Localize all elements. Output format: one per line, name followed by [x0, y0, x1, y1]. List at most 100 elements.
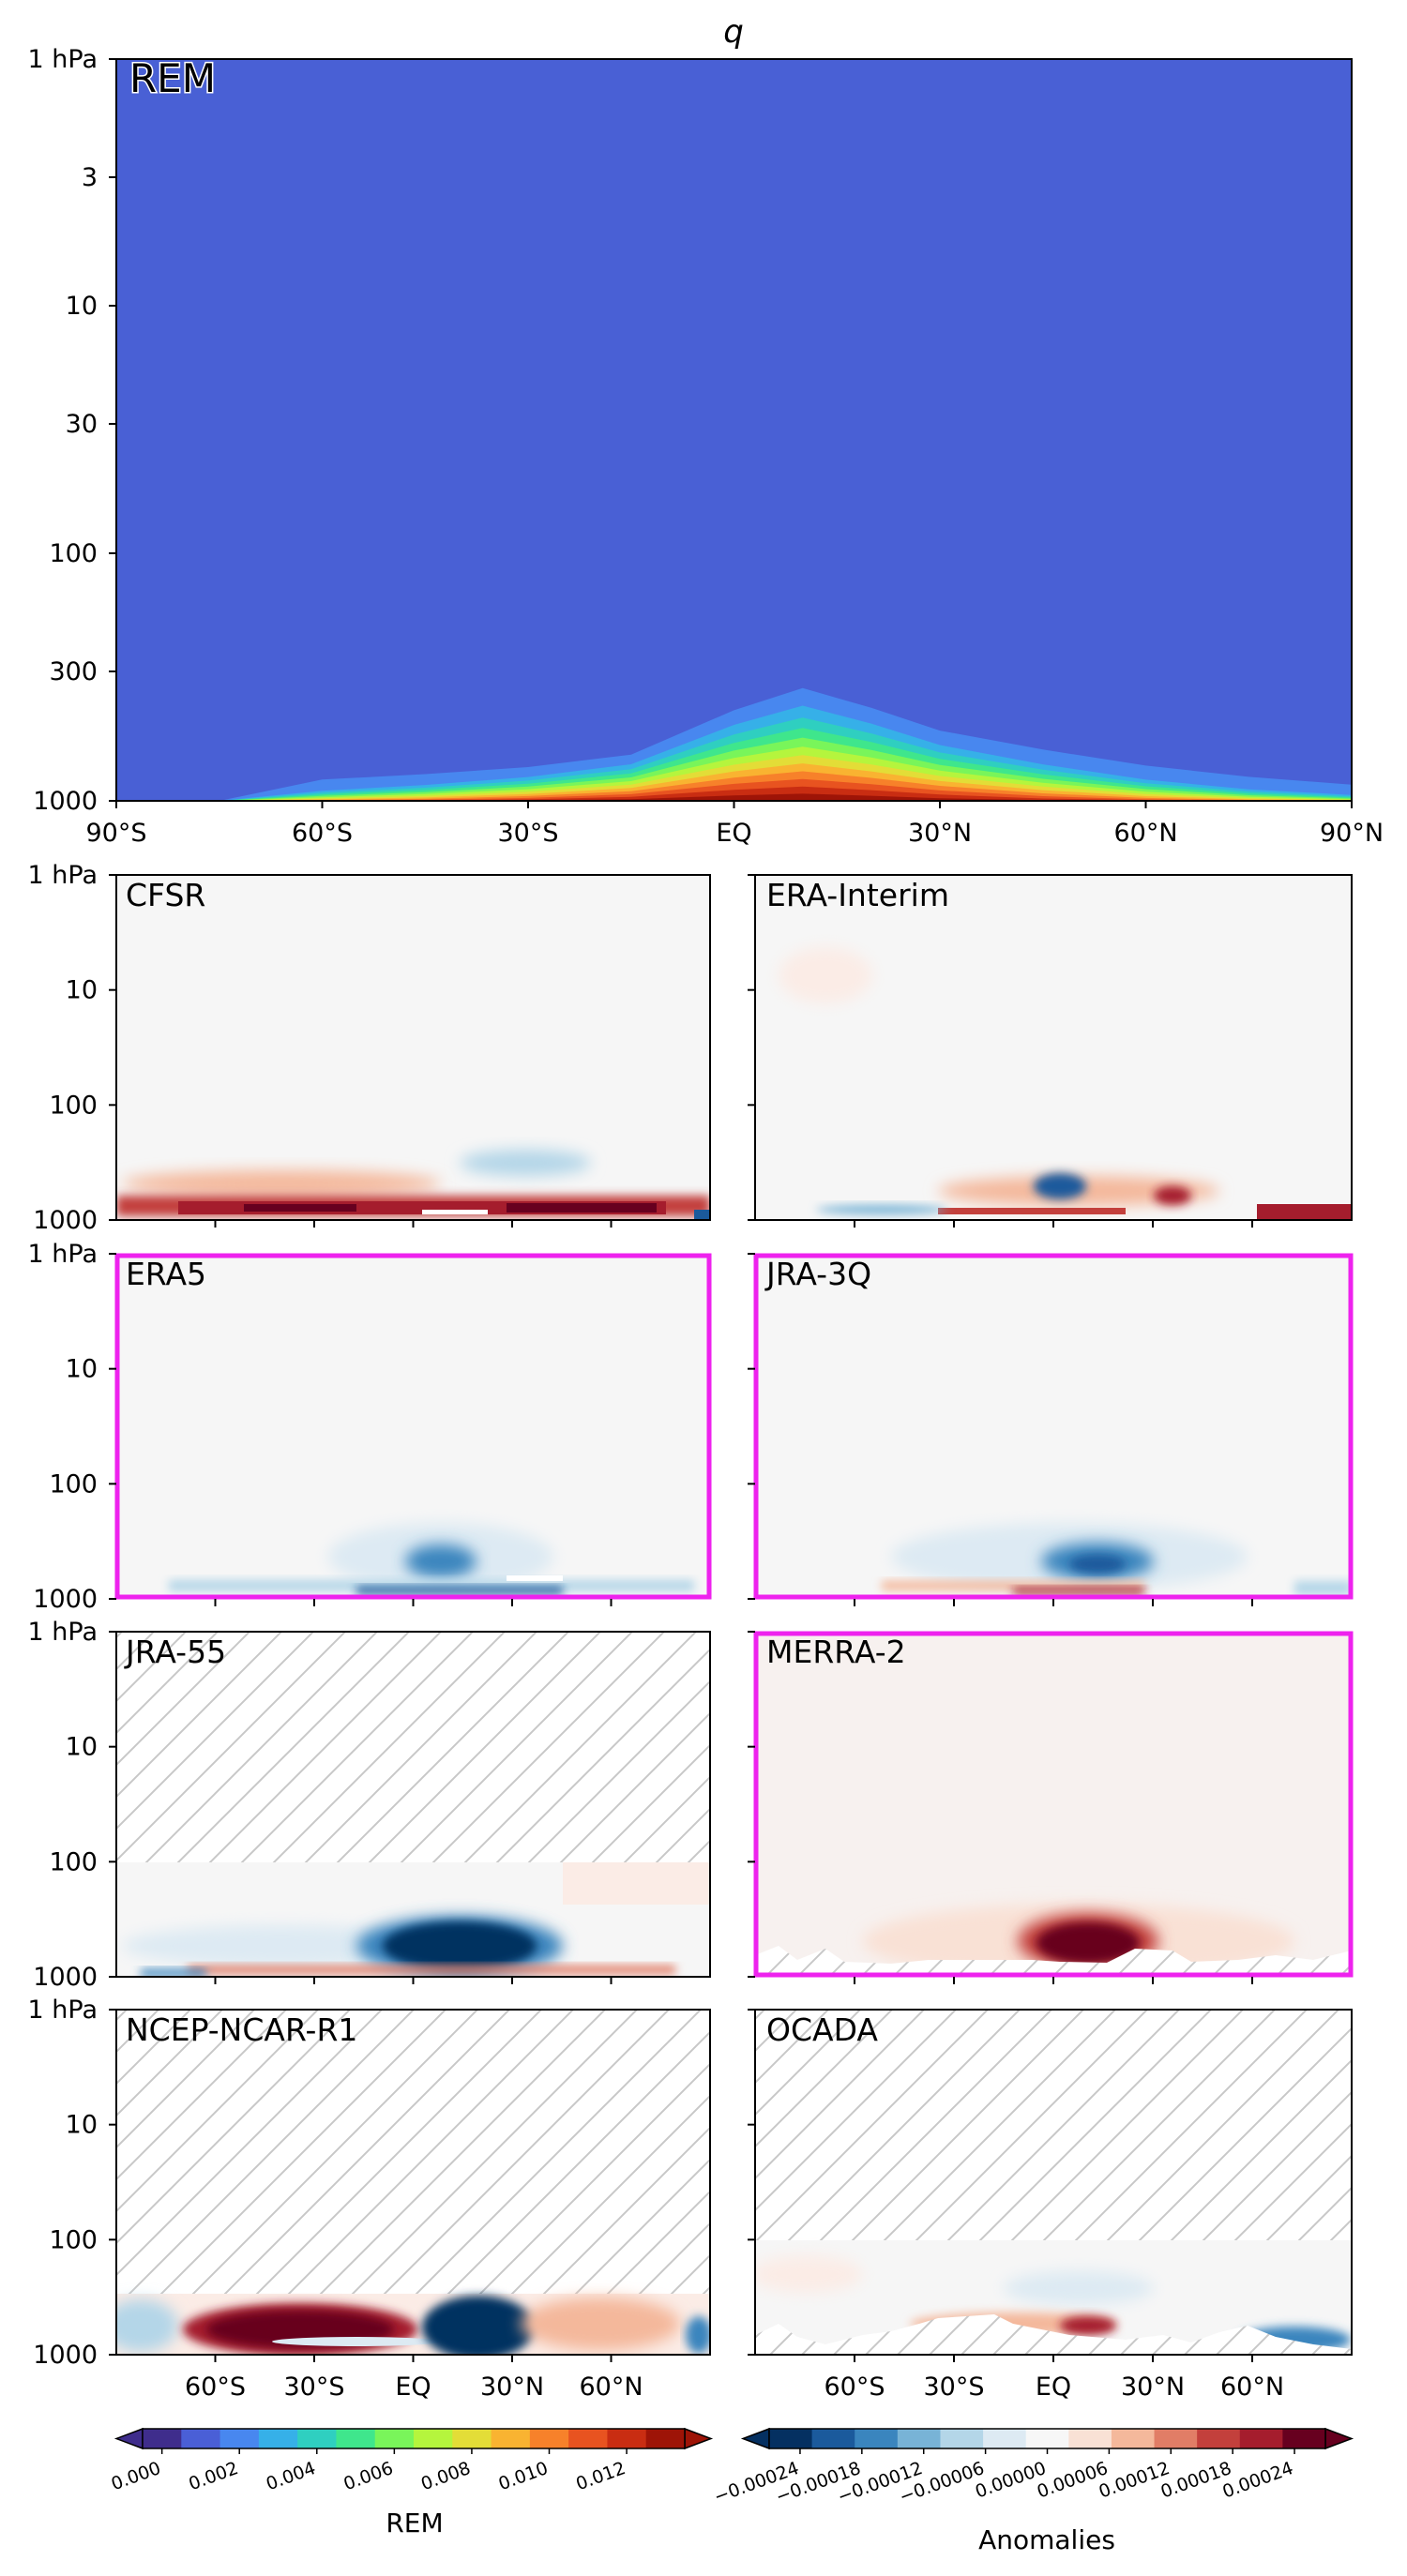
- colorbar-tick-label: 0.010: [496, 2458, 552, 2494]
- colorbar-swatch: [336, 2429, 376, 2448]
- rem-contour-level-12: [116, 786, 1352, 801]
- rem-contour-level-13: [116, 793, 1352, 801]
- y-tick-label: 100: [49, 1091, 98, 1120]
- colorbar-swatch: [607, 2429, 647, 2448]
- rem-moisture-field: [116, 687, 1352, 801]
- rem-colorbar: 0.000 0.002 0.004 0.006 0.008 0.010 0.012: [109, 2427, 714, 2494]
- y-tick-label: 10: [66, 976, 98, 1005]
- rem-panel: REM 1 hPa 3 10 30 100 300 1000 90°S 60°S…: [28, 45, 1384, 848]
- merra-2-panel: MERRA-2: [753, 1631, 1354, 1978]
- x-tick-60n: 60°N: [1113, 819, 1177, 848]
- era5-anomaly-field: [169, 1523, 694, 1594]
- y-tick-3: 3: [82, 163, 98, 192]
- ocada-panel: OCADA: [754, 2009, 1353, 2356]
- y-tick-label: 10: [66, 1355, 98, 1384]
- colorbar-tick-label: 0.00018: [1158, 2458, 1234, 2503]
- ncep-ncar-r1-panel: NCEP-NCAR-R1: [115, 2009, 711, 2356]
- colorbar-swatch: [219, 2429, 260, 2448]
- ncep-ncar-r1-panel-label: NCEP-NCAR-R1: [126, 2011, 357, 2048]
- colorbar-extend-max: [1324, 2427, 1354, 2450]
- colorbar-extend-min: [740, 2427, 770, 2450]
- merra-2-hatch-region: [755, 1946, 1352, 1977]
- y-tick-label: 100: [49, 1469, 98, 1499]
- rem-panel-label: REM: [129, 55, 216, 101]
- x-tick-label: 30°S: [924, 2373, 985, 2402]
- cfsr-anomaly-field: [116, 1150, 710, 1220]
- figure-title: q: [723, 13, 744, 51]
- rem-background: [116, 59, 1352, 801]
- colorbar-tick-label: 0.000: [109, 2458, 164, 2494]
- x-tick-90n: 90°N: [1320, 819, 1384, 848]
- x-tick-label: EQ: [1036, 2373, 1071, 2402]
- anomalies-colorbar: −0.00024−0.00018−0.00012−0.000060.000000…: [711, 2427, 1354, 2508]
- colorbar-swatch: [529, 2429, 569, 2448]
- ocada-hatch-region-top: [755, 2010, 1352, 2240]
- colorbar-swatch: [1197, 2429, 1241, 2448]
- merra-2-highlight-frame: [753, 1631, 1354, 1978]
- colorbar-swatch: [811, 2429, 855, 2448]
- y-tick-label: 10: [66, 2111, 98, 2140]
- colorbar-swatch: [374, 2429, 415, 2448]
- rem-colorbar-label: REM: [386, 2508, 443, 2538]
- rem-x-ticks: 90°S 60°S 30°S EQ 30°N 60°N 90°N: [86, 801, 1384, 848]
- cfsr-background: [116, 875, 710, 1220]
- colorbar-swatch: [1154, 2429, 1198, 2448]
- x-tick-60s: 60°S: [292, 819, 353, 848]
- colorbar-tick-label: 0.008: [418, 2458, 474, 2494]
- y-tick-100: 100: [49, 539, 98, 568]
- colorbar-swatch: [143, 2429, 182, 2448]
- colorbar-swatch: [983, 2429, 1027, 2448]
- small-panel-y-axes: 1 hPa 10 100 1000 1 hPa 10 100 1000 1 hPa 10 100 10…: [28, 861, 755, 2370]
- x-tick-eq: EQ: [716, 819, 751, 848]
- y-tick-label: 10: [66, 1733, 98, 1762]
- x-tick-label: 60°S: [185, 2373, 246, 2402]
- x-tick-90s: 90°S: [86, 819, 147, 848]
- colorbar-tick-label: 0.00024: [1219, 2458, 1295, 2503]
- era-interim-anomaly-field: [779, 947, 1352, 1220]
- colorbar-swatch: [297, 2429, 337, 2448]
- colorbar-tick-label: 0.00000: [973, 2458, 1049, 2503]
- merra-2-anomaly-field: [755, 1904, 1352, 1977]
- colorbar-tick-label: 0.002: [186, 2458, 241, 2494]
- y-tick-label: 1 hPa: [28, 1618, 98, 1647]
- colorbar-tick-label: 0.012: [573, 2458, 628, 2494]
- colorbar-swatch: [855, 2429, 899, 2448]
- ncep-ncar-r1-hatch-region: [116, 2010, 710, 2294]
- y-tick-1hpa: 1 hPa: [28, 45, 98, 74]
- x-tick-label: EQ: [395, 2373, 431, 2402]
- colorbar-swatch: [769, 2429, 813, 2448]
- colorbar-swatch: [1025, 2429, 1069, 2448]
- colorbar-frame: [142, 2428, 686, 2449]
- x-tick-label: 30°N: [1121, 2373, 1185, 2402]
- jra-3q-panel: JRA-3Q: [753, 1253, 1354, 1600]
- jra-55-panel: JRA-55: [115, 1631, 711, 1978]
- x-tick-30s: 30°S: [498, 819, 559, 848]
- anomalies-colorbar-label: Anomalies: [978, 2524, 1115, 2555]
- cfsr-panel: CFSR: [115, 874, 711, 1221]
- colorbar-tick-label: 0.00006: [1035, 2458, 1111, 2503]
- colorbar-swatch: [1111, 2429, 1156, 2448]
- x-tick-label: 30°S: [284, 2373, 345, 2402]
- y-tick-30: 30: [66, 410, 98, 439]
- colorbar-extend-max: [684, 2427, 714, 2450]
- y-tick-label: 1000: [33, 2341, 98, 2370]
- x-tick-label: 60°N: [579, 2373, 643, 2402]
- jra-3q-panel-label: JRA-3Q: [764, 1256, 871, 1292]
- colorbar-extend-min: [113, 2427, 144, 2450]
- y-tick-label: 1 hPa: [28, 861, 98, 890]
- colorbar-swatch: [452, 2429, 492, 2448]
- y-tick-label: 100: [49, 2225, 98, 2254]
- x-tick-label: 60°S: [825, 2373, 885, 2402]
- y-tick-1000: 1000: [33, 787, 98, 816]
- y-tick-label: 1 hPa: [28, 1240, 98, 1269]
- jra-3q-anomaly-field: [882, 1523, 1352, 1595]
- x-tick-label: 60°N: [1220, 2373, 1284, 2402]
- y-tick-label: 1000: [33, 1963, 98, 1992]
- colorbar-swatch: [181, 2429, 221, 2448]
- jra-3q-highlight-frame: [753, 1253, 1354, 1600]
- colorbar-swatch: [645, 2429, 686, 2448]
- colorbar-swatch: [491, 2429, 531, 2448]
- colorbar-tick-label: 0.00012: [1097, 2458, 1172, 2503]
- colorbar-swatch: [897, 2429, 941, 2448]
